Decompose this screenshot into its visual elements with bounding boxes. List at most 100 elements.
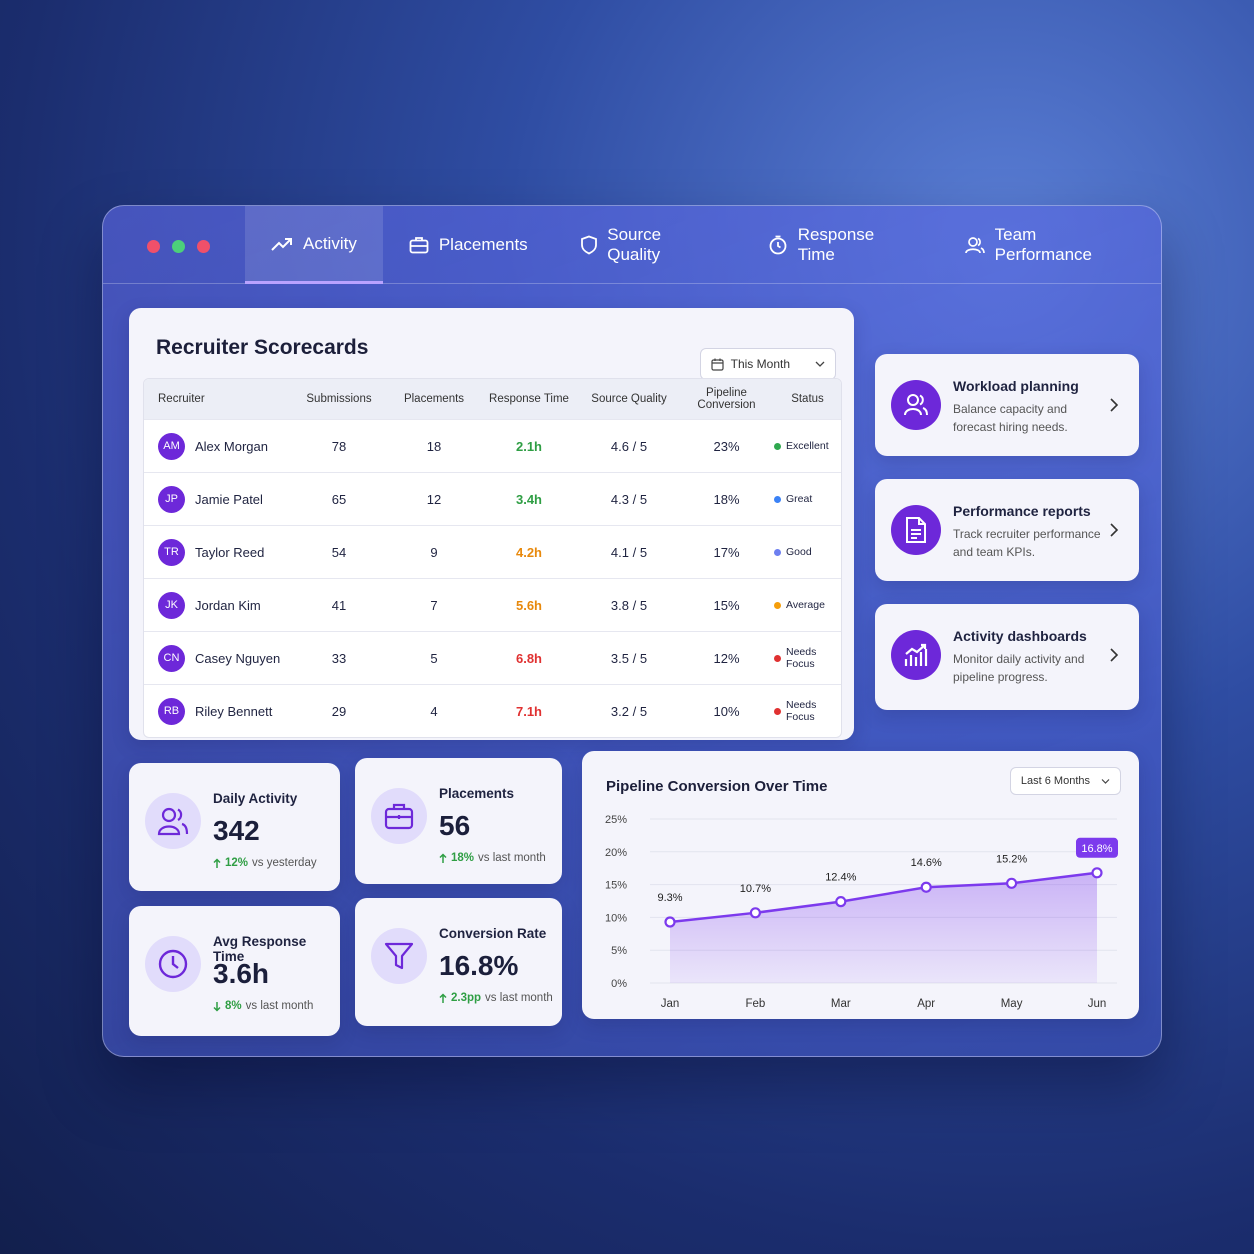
action-icon: [891, 380, 941, 430]
source-quality: 3.2 / 5: [610, 703, 648, 719]
tab[interactable]: Placements: [383, 206, 554, 284]
status: Average: [774, 599, 841, 611]
placements: 4: [430, 703, 438, 719]
tab[interactable]: Source Quality: [554, 206, 743, 284]
action-card[interactable]: Performance reports Track recruiter perf…: [875, 479, 1139, 581]
tab[interactable]: Response Time: [742, 206, 939, 284]
kpi-change: 18% vs last month: [439, 852, 546, 864]
period-filter[interactable]: This Month: [699, 348, 836, 380]
recruiter-cell: AM Alex Morgan: [144, 432, 289, 460]
y-tick-label: 0%: [611, 978, 627, 990]
submissions: 54: [331, 544, 347, 560]
status: Needs Focus: [774, 699, 841, 723]
submissions: 78: [331, 438, 347, 454]
trend-arrow: [213, 1001, 221, 1012]
app-window: Activity Placements Source Quality Respo…: [102, 205, 1162, 1057]
action-description: Track recruiter performance and team KPI…: [953, 527, 1101, 559]
tab-icon: [580, 235, 597, 255]
recruiter-cell: JP Jamie Patel: [144, 485, 289, 513]
recruiter-cell: RB Riley Bennett: [144, 697, 289, 725]
scorecards-card: Recruiter Scorecards This Month Recruite…: [129, 308, 854, 740]
arrow-shape: [213, 1001, 221, 1012]
kpi-change: 2.3pp vs last month: [439, 992, 553, 1004]
column-header: Source Quality: [591, 393, 667, 405]
table-row: JK Jordan Kim 41 7 5.6h 3.8 / 5 15% Average: [144, 578, 841, 631]
column-header: Submissions: [306, 393, 372, 405]
x-tick-label: Jan: [661, 998, 680, 1010]
change-value: 12%: [225, 857, 249, 869]
arrow-shape: [213, 857, 221, 868]
tab[interactable]: Activity: [245, 206, 383, 284]
placements: 5: [430, 650, 438, 666]
change-note: vs yesterday: [252, 857, 317, 869]
recruiter-cell: JK Jordan Kim: [144, 591, 289, 619]
column-header: Response Time: [489, 393, 569, 405]
kpi-change: 12% vs yesterday: [213, 857, 317, 869]
status-dot: [774, 654, 781, 662]
point: [1091, 867, 1103, 879]
action-card[interactable]: Workload planning Balance capacity and f…: [875, 354, 1139, 456]
avatar: JK: [158, 591, 185, 619]
placements: 18: [426, 438, 442, 454]
window-dot[interactable]: [147, 240, 160, 253]
pipeline-conversion: 17%: [713, 544, 740, 560]
tab-label: Team Performance: [994, 225, 1092, 264]
y-tick-label: 15%: [605, 880, 627, 892]
status-dot: [774, 442, 781, 450]
filter-label: This Month: [730, 357, 790, 371]
pipeline-conversion: 23%: [713, 438, 740, 454]
action-card[interactable]: Activity dashboards Monitor daily activi…: [875, 604, 1139, 710]
table-row: TR Taylor Reed 54 9 4.2h 4.1 / 5 17% Good: [144, 525, 841, 578]
submissions: 65: [331, 491, 347, 507]
change-note: vs last month: [485, 992, 553, 1004]
response-time: 3.4h: [515, 491, 542, 507]
window-dot[interactable]: [197, 240, 210, 253]
status: Needs Focus: [774, 646, 841, 670]
kpi-value: 16.8%: [439, 950, 519, 981]
window-dot[interactable]: [172, 240, 185, 253]
value-label: 14.6%: [911, 857, 942, 869]
action-description: Monitor daily activity and pipeline prog…: [953, 652, 1085, 684]
response-time: 2.1h: [515, 438, 542, 454]
arrow-shape: [439, 992, 447, 1003]
y-tick-label: 10%: [605, 912, 627, 924]
point: [835, 896, 847, 908]
value-label: 12.4%: [825, 872, 856, 884]
x-tick-label: Jun: [1088, 998, 1107, 1010]
tab-icon: [409, 237, 429, 254]
value-label-badge: [1076, 837, 1118, 858]
action-title: Workload planning: [953, 378, 1079, 394]
recruiter-name: Riley Bennett: [195, 703, 273, 719]
y-tick-label: 25%: [605, 814, 627, 826]
tab-label: Source Quality: [607, 225, 662, 264]
tab-icon: [965, 237, 985, 254]
response-time: 6.8h: [515, 650, 542, 666]
x-tick-label: Mar: [831, 998, 851, 1010]
recruiter-name: Jamie Patel: [195, 491, 263, 507]
tab[interactable]: Team Performance: [939, 206, 1161, 284]
status: Great: [774, 493, 841, 505]
status-label: Average: [786, 599, 825, 611]
value-label: 15.2%: [996, 853, 1027, 865]
column-header: Pipeline Conversion: [697, 387, 756, 411]
x-tick-label: May: [1001, 998, 1023, 1010]
placements: 9: [430, 544, 438, 560]
value-label: 9.3%: [657, 892, 682, 904]
action-title: Performance reports: [953, 503, 1091, 519]
kpi-value: 56: [439, 810, 471, 841]
response-time: 4.2h: [515, 544, 542, 560]
point: [749, 907, 761, 919]
avatar: CN: [158, 644, 185, 672]
tab-label: Response Time: [797, 225, 875, 264]
kpi-card: Daily Activity 342 12% vs yesterday: [129, 763, 340, 891]
calendar-icon: [711, 358, 724, 371]
kpi-card: Conversion Rate 16.8% 2.3pp vs last month: [355, 898, 562, 1026]
source-quality: 3.5 / 5: [610, 650, 648, 666]
kpi-value: 3.6h: [213, 958, 270, 989]
status-dot: [774, 495, 781, 503]
point: [664, 916, 676, 928]
table-row: CN Casey Nguyen 33 5 6.8h 3.5 / 5 12% Needs Foc…: [144, 631, 841, 684]
range-filter[interactable]: Last 6 Months: [1009, 767, 1121, 795]
status: Good: [774, 546, 841, 558]
